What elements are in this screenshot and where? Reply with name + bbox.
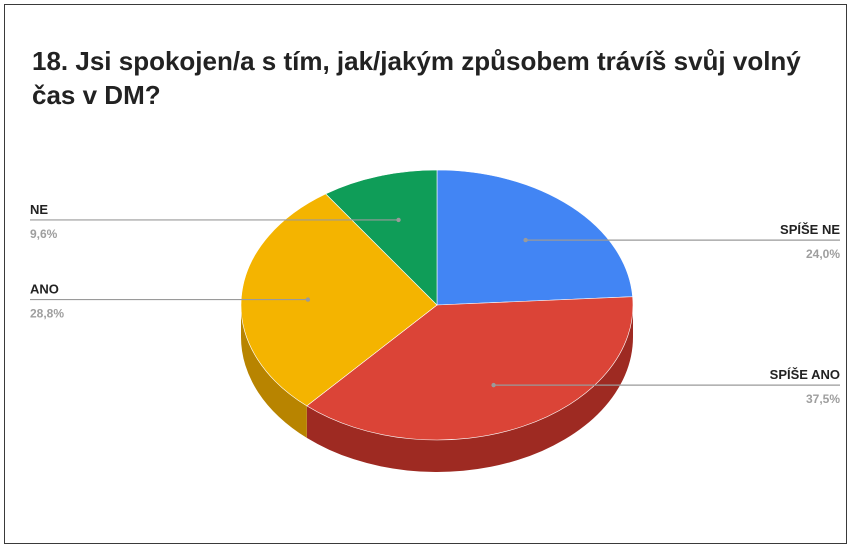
pie-sides bbox=[241, 305, 633, 473]
slice-value-ano: 28,8% bbox=[30, 307, 64, 321]
pie-side-ano bbox=[241, 305, 307, 438]
leader-dot-ano bbox=[305, 297, 311, 302]
pie-slice-ne bbox=[325, 169, 438, 306]
pie-slice-ano bbox=[240, 193, 438, 407]
leader-dot-spise-ano bbox=[491, 382, 496, 388]
slice-value-spise-ano: 37,5% bbox=[806, 392, 840, 406]
pie-slice-spise-ano bbox=[306, 296, 634, 441]
pie-slices bbox=[240, 169, 634, 441]
slice-label-ne: NE bbox=[30, 202, 48, 217]
pie-labels: SPÍŠE NE 24,0% SPÍŠE ANO 37,5% ANO 28,8% NE 9,6… bbox=[30, 202, 840, 406]
leader-dot-spise-ne bbox=[523, 237, 528, 243]
pie-slice-spise-ne bbox=[436, 169, 633, 306]
slice-label-spise-ano: SPÍŠE ANO bbox=[770, 367, 840, 382]
pie-side-spise-ano bbox=[306, 305, 633, 473]
slice-label-spise-ne: SPÍŠE NE bbox=[780, 222, 840, 237]
slice-value-spise-ne: 24,0% bbox=[806, 247, 840, 261]
leader-dot-ne bbox=[396, 217, 401, 223]
chart-title: 18. Jsi spokojen/a s tím, jak/jakým způs… bbox=[32, 46, 801, 110]
slice-value-ne: 9,6% bbox=[30, 227, 58, 241]
slice-label-ano: ANO bbox=[30, 282, 59, 297]
